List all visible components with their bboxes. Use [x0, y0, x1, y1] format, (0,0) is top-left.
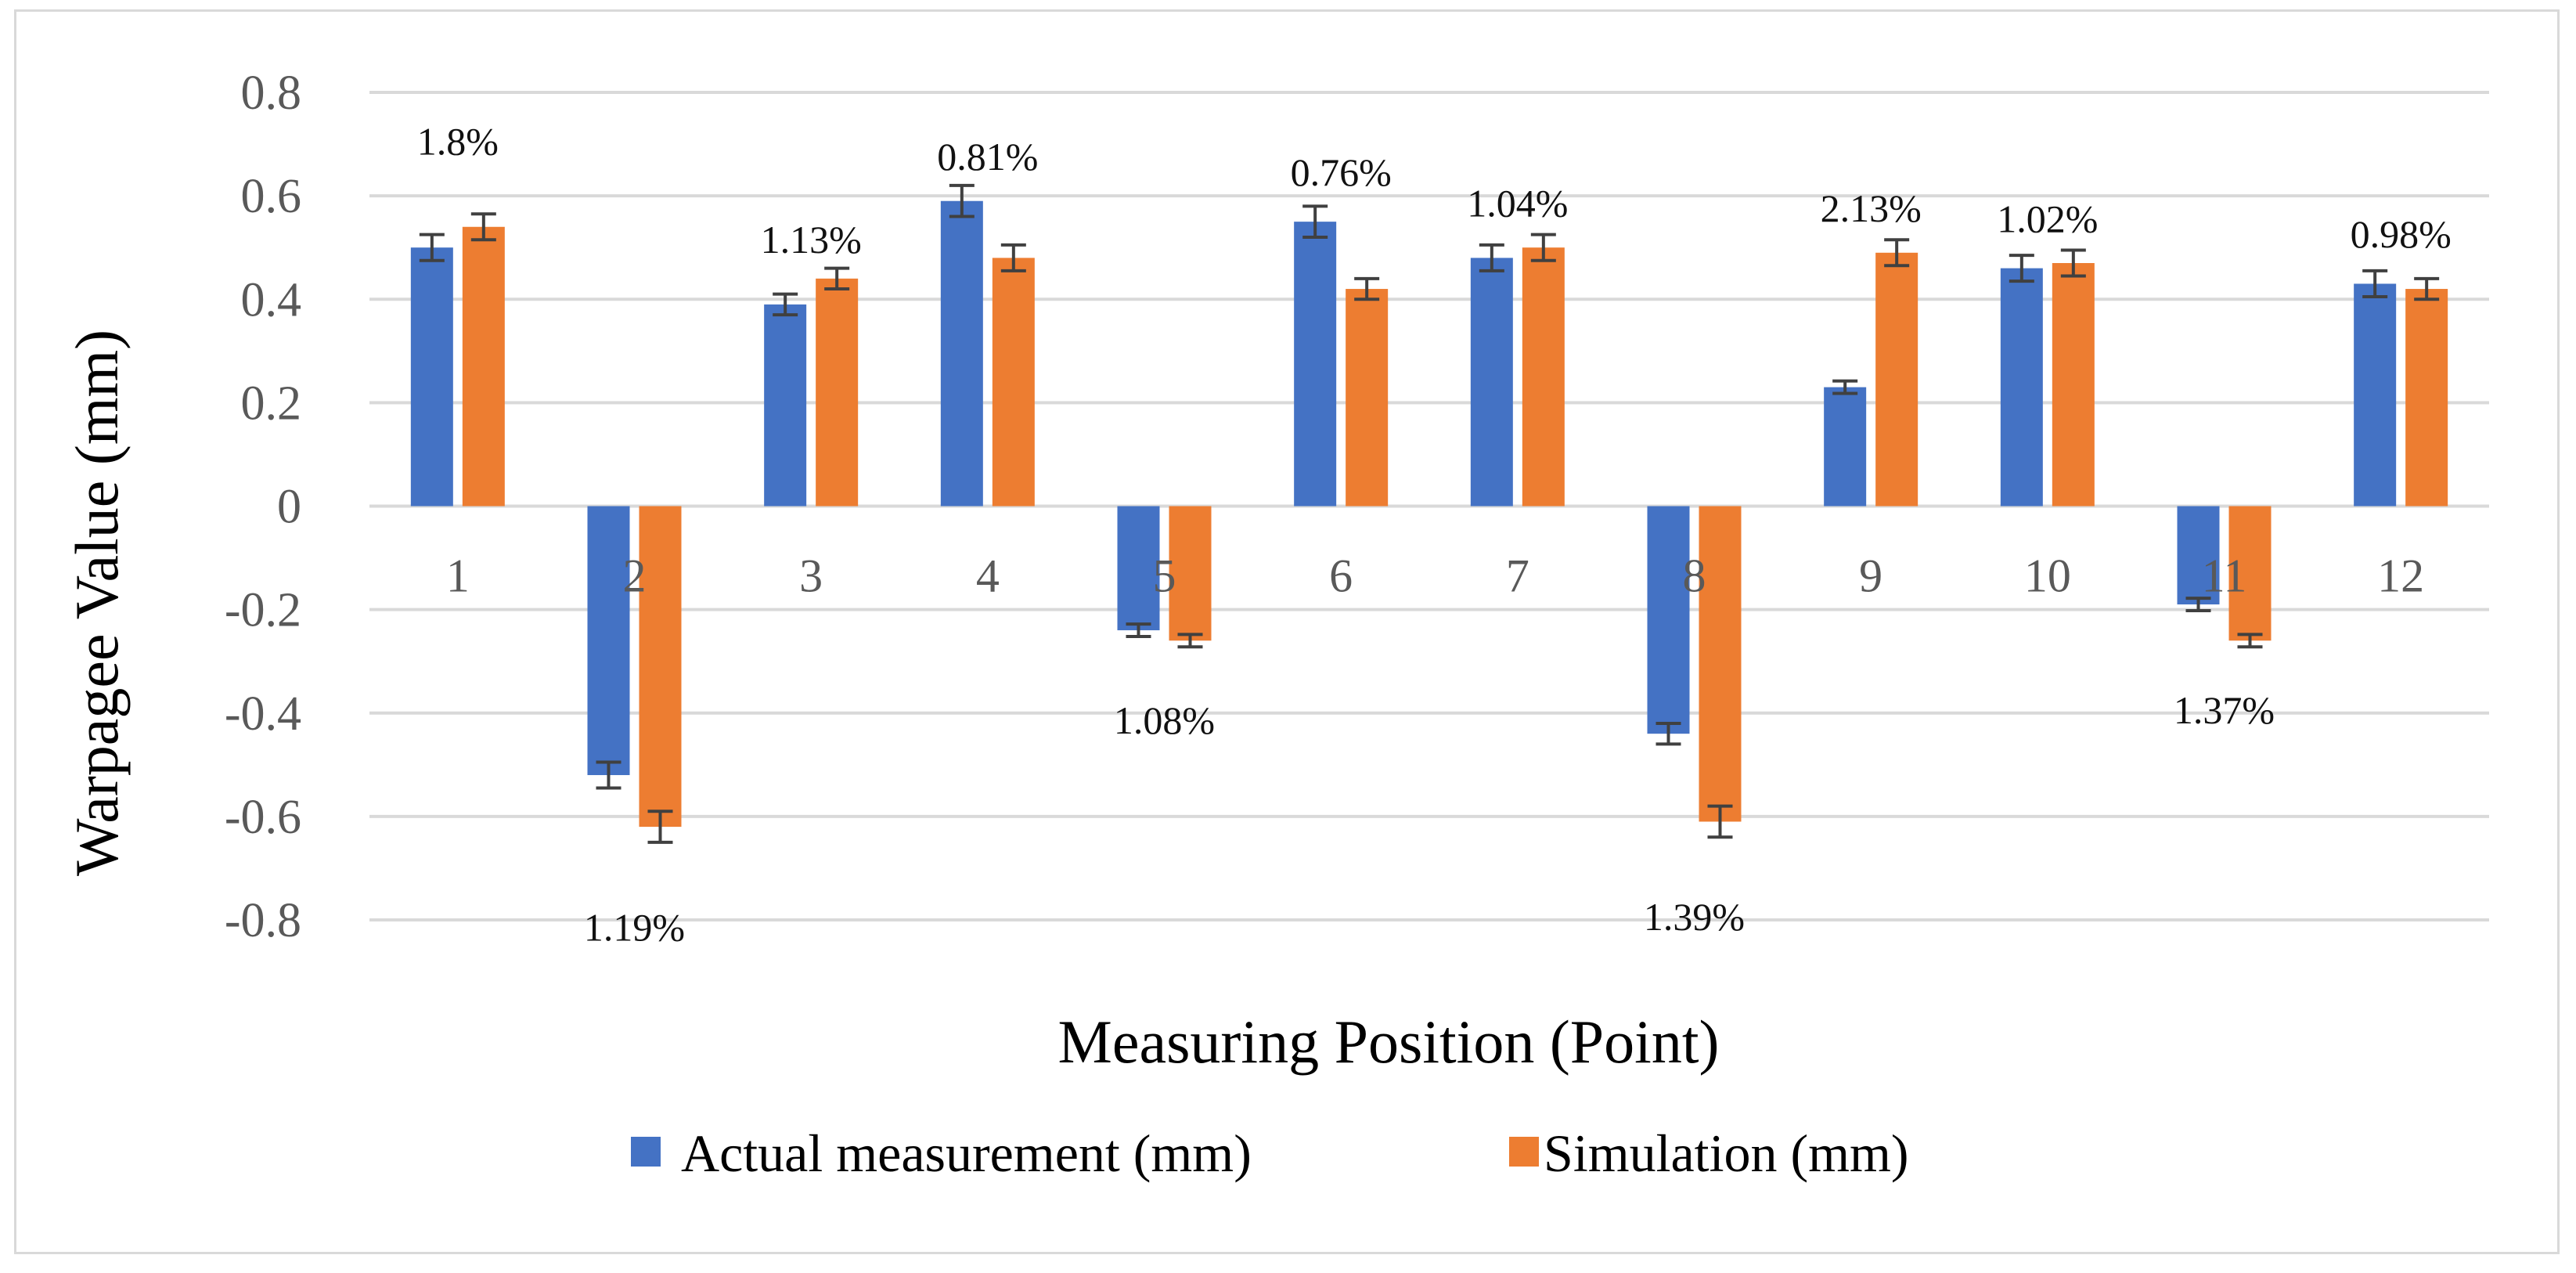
legend-swatch-actual: [631, 1137, 661, 1167]
error-bar: [596, 760, 621, 790]
bar-simulation: [816, 278, 859, 507]
bar-simulation: [639, 506, 682, 828]
bar-actual: [1824, 387, 1867, 507]
legend: Actual measurement (mm) Simulation (mm): [631, 1123, 1909, 1183]
bar-simulation: [1699, 506, 1742, 822]
annotations: 1.8% 1.19% 1.13% 0.81% 1.08% 0.76% 1.04% 1.39% 2…: [417, 119, 2452, 949]
error-bar: [1884, 238, 1910, 268]
bar-simulation: [462, 226, 505, 507]
error-bar: [1126, 622, 1151, 638]
data-label: 1.19%: [584, 905, 685, 949]
bar-actual: [587, 506, 630, 776]
bars: [410, 200, 2448, 828]
legend-label-actual: Actual measurement (mm): [681, 1123, 1252, 1183]
bar-simulation: [2228, 506, 2272, 641]
legend-label-simulation: Simulation (mm): [1544, 1123, 1909, 1183]
error-bar: [1000, 243, 1026, 272]
error-bar: [949, 183, 975, 218]
error-bar: [1302, 204, 1328, 239]
bar-actual: [2354, 283, 2397, 507]
category-label: 7: [1506, 550, 1529, 602]
y-tick-label: -0.8: [225, 894, 301, 947]
bar-actual: [2177, 506, 2220, 605]
category-label: 6: [1329, 550, 1353, 602]
y-tick-label: 0.2: [241, 377, 302, 430]
data-label: 1.08%: [1114, 698, 1215, 742]
error-bar: [470, 212, 496, 242]
category-label: 5: [1153, 550, 1176, 602]
data-label: 0.98%: [2351, 212, 2452, 256]
bar-simulation: [992, 258, 1035, 507]
error-bar: [2414, 276, 2440, 301]
error-bar: [1177, 633, 1203, 649]
error-bar: [419, 233, 445, 262]
error-bar: [2185, 597, 2211, 612]
bar-actual: [1294, 222, 1337, 507]
category-label: 8: [1683, 550, 1706, 602]
bar-simulation: [1169, 506, 1212, 641]
y-tick-label: -0.4: [225, 687, 301, 741]
error-bar: [1707, 804, 1733, 839]
category-label: 11: [2202, 550, 2247, 602]
error-bar: [2237, 633, 2263, 649]
error-bars: [419, 183, 2440, 844]
error-bar: [1655, 721, 1681, 746]
bar-actual: [1117, 506, 1160, 631]
error-bar: [2060, 248, 2086, 278]
bar-simulation: [2405, 289, 2448, 507]
error-bar: [1479, 243, 1504, 272]
data-label: 1.8%: [417, 119, 499, 163]
error-bar: [647, 810, 673, 844]
chart-frame: [14, 9, 2560, 1254]
y-tick-label: -0.6: [225, 791, 301, 844]
error-bar: [773, 292, 798, 317]
category-label: 4: [976, 550, 1000, 602]
bar-actual: [410, 247, 453, 507]
y-tick-label: 0.6: [241, 170, 302, 223]
data-label: 1.37%: [2174, 688, 2275, 732]
y-tick-label: 0.8: [241, 67, 302, 120]
data-label: 0.81%: [937, 135, 1038, 179]
error-bar: [1832, 379, 1858, 395]
y-axis-title: Warpagee Value (mm): [63, 330, 131, 876]
bar-simulation: [2052, 263, 2095, 507]
category-label: 1: [446, 550, 470, 602]
bar-actual: [1647, 506, 1690, 734]
data-label: 1.39%: [1644, 895, 1745, 939]
y-tick-label: -0.2: [225, 584, 301, 637]
category-label: 12: [2377, 550, 2424, 602]
data-label: 2.13%: [1821, 186, 1922, 230]
bar-simulation: [1875, 252, 1918, 507]
bar-actual: [1470, 258, 1513, 507]
error-bar: [2362, 269, 2388, 298]
bar-simulation: [1346, 289, 1389, 507]
error-bar: [1530, 233, 1556, 262]
category-label: 10: [2024, 550, 2071, 602]
error-bar: [1354, 276, 1380, 301]
data-label: 1.04%: [1467, 182, 1568, 225]
error-bar: [2009, 254, 2034, 283]
gridlines: [369, 91, 2489, 921]
data-label: 0.76%: [1291, 150, 1392, 194]
y-tick-label: 0: [277, 481, 301, 534]
x-axis-title: Measuring Position (Point): [1057, 1008, 1719, 1076]
data-label: 1.02%: [1997, 197, 2098, 240]
category-label: 9: [1859, 550, 1882, 602]
bar-simulation: [1522, 247, 1565, 507]
bar-actual: [940, 200, 983, 507]
legend-swatch-simulation: [1509, 1137, 1539, 1167]
y-tick-label: 0.4: [241, 273, 302, 326]
bar-actual: [2000, 268, 2043, 507]
error-bar: [824, 266, 850, 291]
bar-actual: [764, 304, 807, 507]
category-labels: 1 2 3 4 5 6 7 8 9 10 11 12: [446, 550, 2424, 602]
data-label: 1.13%: [761, 218, 862, 261]
category-label: 3: [799, 550, 823, 602]
category-label: 2: [623, 550, 647, 602]
y-tick-labels: 0.8 0.6 0.4 0.2 0 -0.2 -0.4 -0.6 -0.8: [225, 67, 301, 947]
